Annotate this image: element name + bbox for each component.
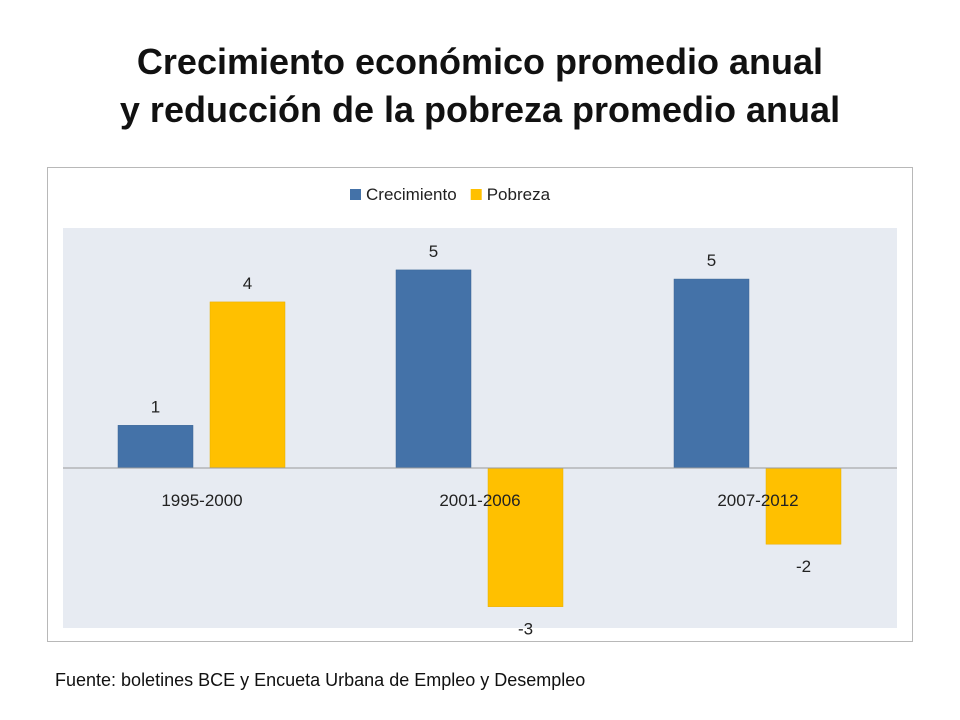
legend-label-crecimiento: Crecimiento [366,185,457,204]
data-label-crecimiento-1995-2000: 1 [151,397,160,416]
source-note: Fuente: boletines BCE y Encueta Urbana d… [55,670,586,690]
chart-title: Crecimiento económico promedio anual y r… [0,38,960,134]
legend-label-pobreza: Pobreza [487,185,551,204]
bar-pobreza-2007-2012 [765,467,842,545]
data-label-crecimiento-2007-2012: 5 [707,251,716,270]
x-tick-label-1995-2000: 1995-2000 [161,491,242,510]
bar-crecimiento-2001-2006 [395,269,472,469]
bar-pobreza-1995-2000 [209,301,286,469]
bar-crecimiento-2007-2012 [673,278,750,469]
x-tick-label-2001-2006: 2001-2006 [439,491,520,510]
data-label-pobreza-1995-2000: 4 [243,274,252,293]
data-label-pobreza-2001-2006: -3 [518,620,533,639]
data-label-pobreza-2007-2012: -2 [796,557,811,576]
legend-swatch-pobreza [470,189,482,200]
bar-pobreza-2001-2006 [487,467,564,607]
legend-swatch-crecimiento [350,189,361,200]
bar-crecimiento-1995-2000 [117,425,194,469]
title-line-2: y reducción de la pobreza promedio anual [119,89,841,130]
x-tick-label-2007-2012: 2007-2012 [717,491,798,510]
plot-area [63,228,897,628]
title-line-1: Crecimiento económico promedio anual [136,41,824,82]
data-label-crecimiento-2001-2006: 5 [429,242,438,261]
